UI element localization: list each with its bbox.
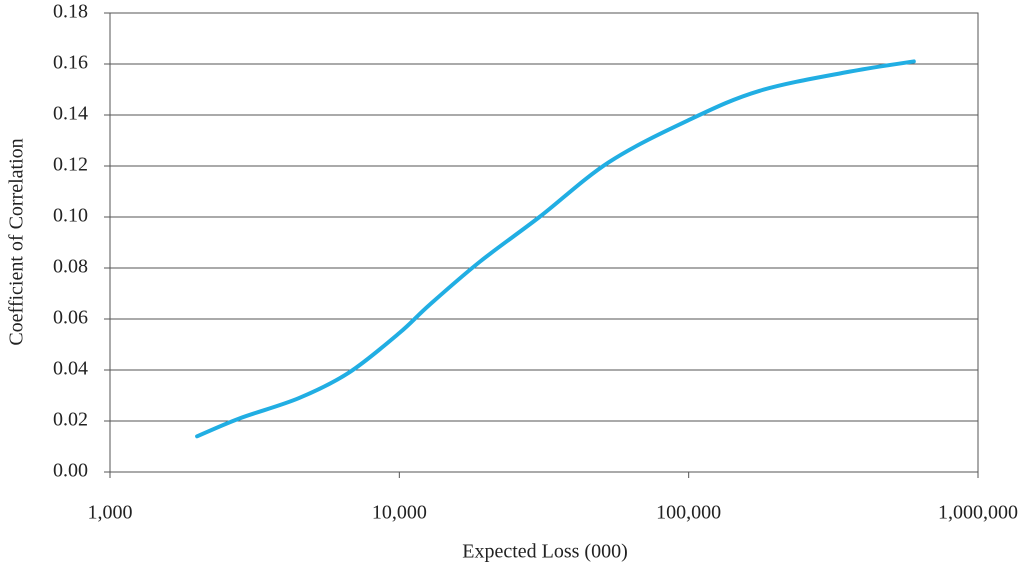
- y-tick-label: 0.00: [53, 460, 88, 482]
- y-tick-label: 0.16: [53, 52, 88, 74]
- x-tick-label: 1,000,000: [938, 502, 1018, 524]
- x-tick-label: 10,000: [372, 502, 427, 524]
- y-axis-label: Coefficient of Correlation: [6, 138, 28, 345]
- x-axis-label: Expected Loss (000): [462, 541, 628, 563]
- y-tick-label: 0.06: [53, 307, 88, 329]
- y-tick-label: 0.18: [53, 1, 88, 23]
- y-tick-label: 0.02: [53, 409, 88, 431]
- y-tick-label: 0.12: [53, 154, 88, 176]
- y-tick-label: 0.14: [53, 103, 88, 125]
- y-tick-label: 0.08: [53, 256, 88, 278]
- y-tick-label: 0.10: [53, 205, 88, 227]
- x-tick-label: 100,000: [656, 502, 721, 524]
- y-tick-label: 0.04: [53, 358, 88, 380]
- x-tick-label: 1,000: [88, 502, 133, 524]
- plot-frame: [109, 12, 979, 473]
- line: [195, 59, 916, 439]
